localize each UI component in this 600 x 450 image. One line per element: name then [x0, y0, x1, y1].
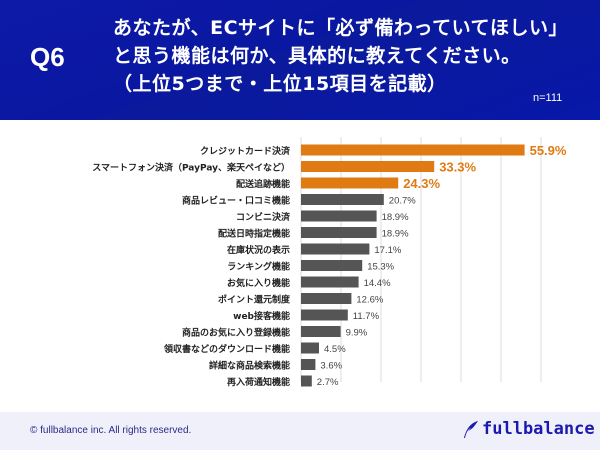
header-banner: Q6 あなたが、ECサイトに「必ず備わっていてほしい」 と思う機能は何か、具体的…	[0, 0, 600, 120]
bar	[301, 210, 377, 222]
bar	[301, 144, 525, 156]
category-label: 配送日時指定機能	[218, 228, 290, 240]
bar	[301, 243, 370, 255]
category-label: ランキング機能	[227, 261, 290, 273]
bar	[301, 161, 435, 172]
bar-chart: クレジットカード決済 55.9% スマートフォン決済（PayPay、楽天ペイなど） 3…	[92, 137, 567, 388]
category-label: 配送追跡機能	[236, 178, 290, 190]
category-label: コンビニ決済	[236, 211, 291, 223]
data-label: 9.9%	[346, 328, 368, 339]
copyright: © fullbalance inc. All rights reserved.	[30, 425, 192, 436]
category-label: 商品レビュー・口コミ機能	[182, 195, 290, 207]
brand-logo: fullbalance	[462, 419, 595, 439]
feather-icon	[464, 421, 478, 438]
logo-text: fullbalance	[482, 419, 595, 439]
bar	[301, 359, 316, 370]
category-label: 再入荷通知機能	[227, 376, 290, 388]
category-label: 在庫状況の表示	[227, 244, 290, 256]
data-label: 18.9%	[382, 212, 409, 223]
bar	[301, 260, 363, 271]
bar	[301, 227, 377, 238]
footer: © fullbalance inc. All rights reserved. …	[0, 412, 600, 450]
data-label: 4.5%	[324, 344, 346, 355]
category-label: ポイント還元制度	[218, 294, 291, 306]
data-label: 2.7%	[317, 377, 339, 388]
category-label: お気に入り機能	[227, 277, 290, 289]
data-label: 55.9%	[530, 143, 567, 158]
bar	[301, 276, 359, 288]
data-label: 12.6%	[356, 295, 383, 306]
data-label: 11.7%	[353, 311, 380, 322]
title-line: （上位5つまで・上位15項目を記載）	[113, 73, 447, 95]
category-label: スマートフォン決済（PayPay、楽天ペイなど）	[92, 162, 290, 174]
category-label: クレジットカード決済	[200, 145, 291, 157]
bar	[301, 293, 352, 304]
data-label: 17.1%	[374, 245, 401, 256]
question-number: Q6	[30, 42, 65, 72]
title-line: あなたが、ECサイトに「必ず備わっていてほしい」	[113, 17, 569, 39]
category-label: 詳細な商品検索機能	[209, 360, 290, 372]
data-label: 14.4%	[364, 278, 391, 289]
data-label: 15.3%	[367, 262, 394, 273]
data-label: 18.9%	[382, 229, 409, 240]
category-label: web接客機能	[233, 310, 290, 322]
data-label: 20.7%	[389, 196, 416, 207]
bar	[301, 309, 348, 321]
question-title: あなたが、ECサイトに「必ず備わっていてほしい」 と思う機能は何か、具体的に教え…	[113, 14, 568, 98]
bar	[301, 194, 384, 205]
data-label: 3.6%	[320, 361, 342, 372]
title-line: と思う機能は何か、具体的に教えてください。	[113, 45, 521, 67]
category-label: 領収書などのダウンロード機能	[164, 343, 290, 355]
sample-size: n=111	[533, 92, 563, 104]
data-label: 24.3%	[403, 176, 440, 191]
bar	[301, 177, 399, 189]
bar	[301, 342, 319, 354]
bar	[301, 326, 341, 337]
bar	[301, 375, 312, 387]
category-label: 商品のお気に入り登録機能	[182, 327, 290, 339]
data-label: 33.3%	[439, 160, 476, 175]
